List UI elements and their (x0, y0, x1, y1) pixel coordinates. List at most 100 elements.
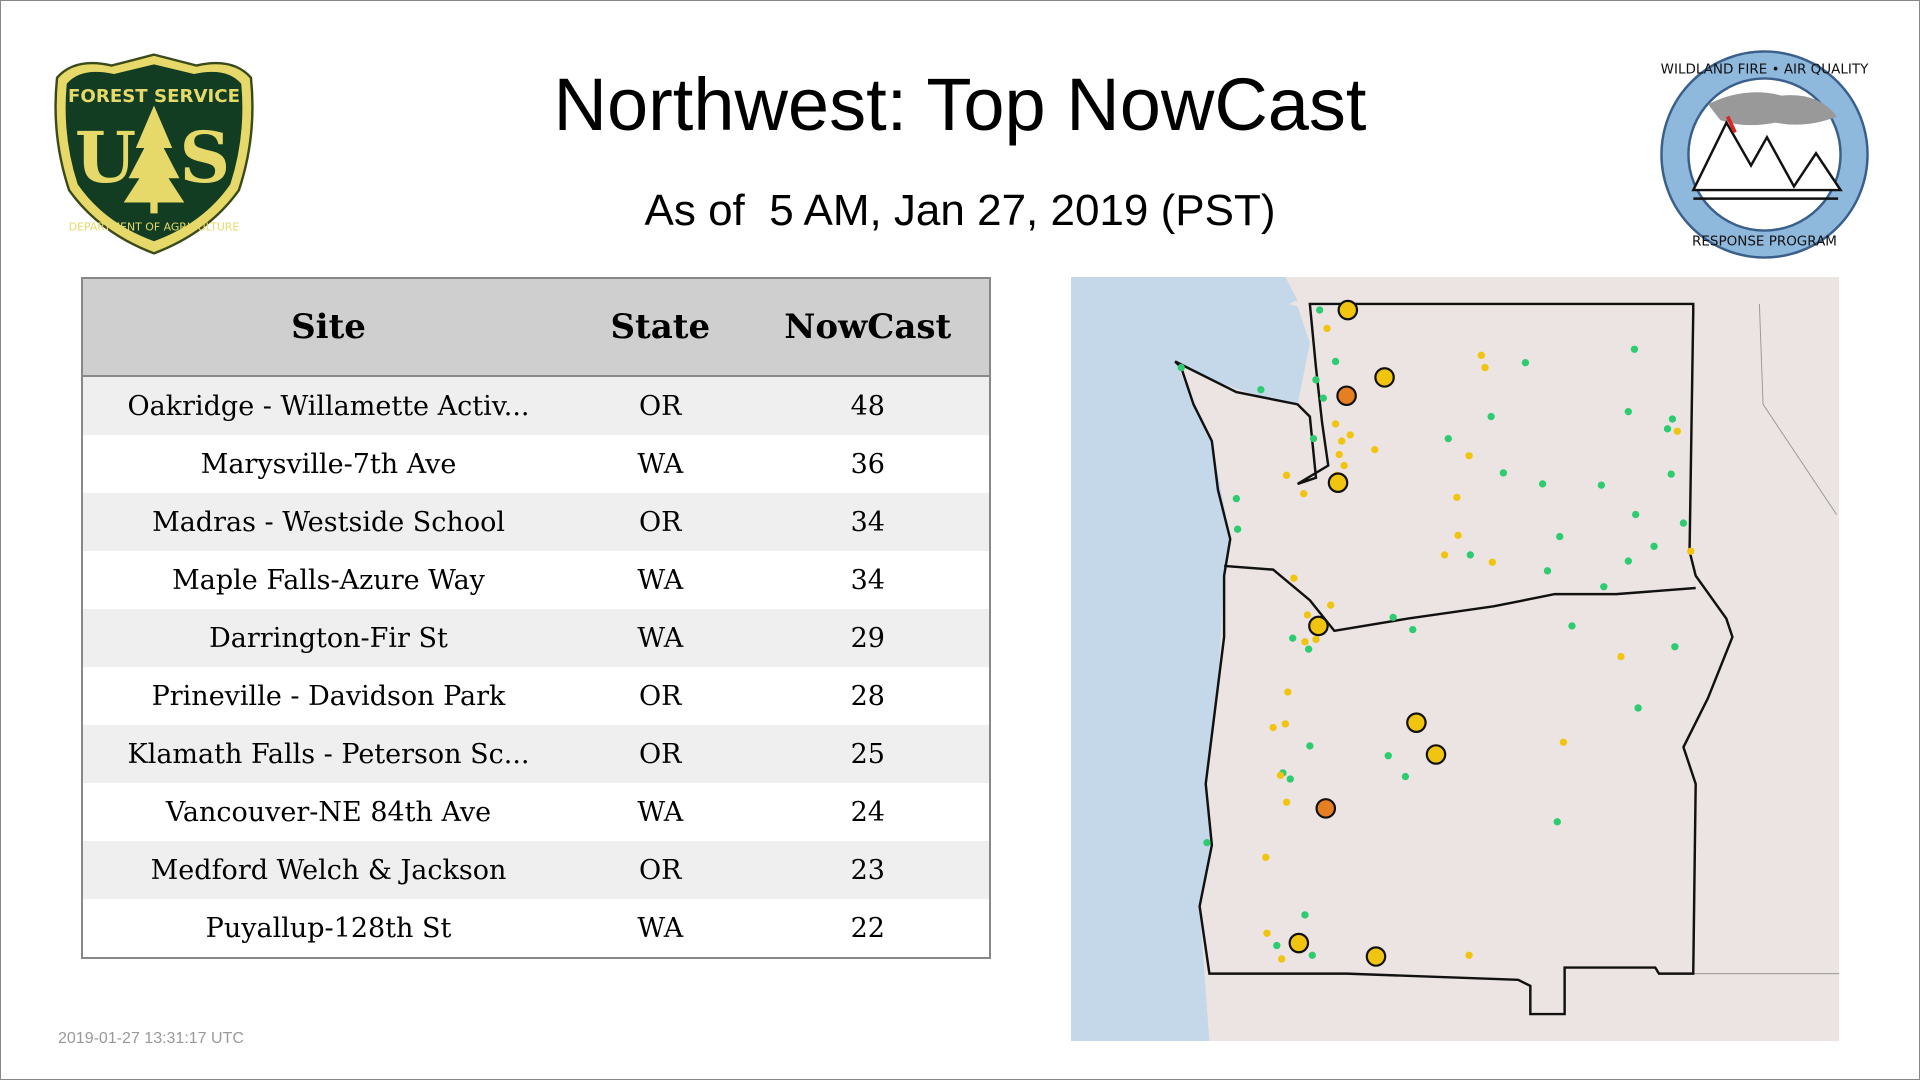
monitor-marker-moderate[interactable] (1278, 955, 1286, 963)
monitor-marker-good[interactable] (1286, 775, 1294, 783)
top-site-marker-moderate[interactable] (1308, 615, 1329, 637)
monitor-marker-good[interactable] (1487, 412, 1495, 421)
monitor-marker-moderate[interactable] (1338, 437, 1346, 445)
cell-site: Klamath Falls - Peterson Sc... (82, 725, 575, 783)
monitor-marker-moderate[interactable] (1327, 601, 1335, 609)
monitor-marker-good[interactable] (1663, 425, 1672, 433)
page-subtitle: As of 5 AM, Jan 27, 2019 (PST) (644, 186, 1276, 235)
top-site-marker-moderate[interactable] (1374, 367, 1395, 388)
monitor-marker-moderate[interactable] (1617, 652, 1625, 661)
monitor-marker-good[interactable] (1315, 306, 1324, 314)
table-row: Prineville - Davidson Park OR 28 (82, 667, 990, 725)
top-site-marker-moderate[interactable] (1327, 472, 1349, 493)
monitor-marker-good[interactable] (1634, 704, 1642, 712)
monitor-marker-good[interactable] (1600, 583, 1608, 591)
monitor-marker-good[interactable] (1289, 634, 1297, 642)
monitor-marker-moderate[interactable] (1453, 493, 1461, 502)
monitor-marker-moderate[interactable] (1687, 547, 1695, 555)
monitor-marker-moderate[interactable] (1465, 452, 1473, 460)
monitor-marker-good[interactable] (1671, 643, 1679, 651)
monitor-marker-good[interactable] (1409, 625, 1417, 634)
monitor-marker-moderate[interactable] (1262, 853, 1270, 862)
monitor-marker-good[interactable] (1319, 394, 1327, 402)
monitor-marker-good[interactable] (1389, 613, 1397, 622)
monitor-marker-good[interactable] (1597, 481, 1606, 489)
monitor-marker-moderate[interactable] (1488, 558, 1497, 566)
monitor-marker-moderate[interactable] (1673, 427, 1681, 435)
monitor-marker-moderate[interactable] (1276, 771, 1285, 779)
top-site-marker-moderate[interactable] (1425, 744, 1447, 765)
monitor-marker-good[interactable] (1203, 838, 1211, 847)
monitor-marker-moderate[interactable] (1346, 431, 1354, 439)
monitor-marker-moderate[interactable] (1290, 574, 1298, 582)
monitor-marker-good[interactable] (1466, 551, 1474, 559)
cell-nowcast: 25 (746, 725, 990, 783)
monitor-marker-good[interactable] (1668, 415, 1677, 423)
monitor-marker-good[interactable] (1499, 469, 1508, 477)
top-site-marker-moderate[interactable] (1365, 946, 1387, 967)
monitor-marker-moderate[interactable] (1312, 635, 1320, 644)
monitor-marker-good[interactable] (1630, 345, 1639, 353)
page-title: Northwest: Top NowCast (553, 63, 1367, 146)
monitor-marker-good[interactable] (1631, 510, 1640, 519)
top-site-marker-usg[interactable] (1315, 798, 1337, 819)
monitor-marker-good[interactable] (1679, 519, 1688, 527)
monitor-marker-moderate[interactable] (1281, 720, 1290, 728)
monitor-marker-moderate[interactable] (1440, 551, 1449, 559)
monitor-marker-good[interactable] (1556, 532, 1564, 541)
monitor-marker-moderate[interactable] (1477, 351, 1486, 360)
top-site-marker-usg[interactable] (1336, 385, 1357, 407)
monitor-marker-moderate[interactable] (1301, 638, 1309, 646)
cell-state: OR (574, 376, 747, 435)
monitor-marker-moderate[interactable] (1269, 723, 1277, 732)
monitor-marker-good[interactable] (1667, 470, 1675, 478)
monitor-marker-good[interactable] (1538, 480, 1547, 488)
monitor-marker-good[interactable] (1306, 742, 1314, 750)
monitor-marker-moderate[interactable] (1323, 324, 1331, 333)
monitor-marker-moderate[interactable] (1559, 738, 1568, 746)
monitor-marker-good[interactable] (1568, 622, 1576, 630)
top-site-marker-moderate[interactable] (1337, 299, 1359, 321)
monitor-marker-good[interactable] (1304, 645, 1313, 653)
state-border-id-east (1758, 303, 1837, 515)
monitor-marker-good[interactable] (1301, 911, 1309, 919)
monitor-marker-good[interactable] (1553, 818, 1561, 826)
monitor-marker-good[interactable] (1384, 752, 1392, 760)
monitor-marker-moderate[interactable] (1284, 688, 1292, 696)
monitor-marker-good[interactable] (1308, 951, 1316, 959)
monitor-marker-moderate[interactable] (1481, 363, 1489, 372)
monitor-marker-moderate[interactable] (1282, 798, 1291, 806)
monitor-marker-moderate[interactable] (1335, 450, 1343, 459)
monitor-marker-good[interactable] (1177, 363, 1185, 372)
monitor-marker-good[interactable] (1444, 434, 1452, 443)
monitor-marker-moderate[interactable] (1263, 929, 1271, 937)
monitor-marker-moderate[interactable] (1331, 420, 1340, 428)
monitor-marker-moderate[interactable] (1465, 951, 1473, 959)
monitor-marker-good[interactable] (1624, 408, 1632, 416)
monitor-marker-good[interactable] (1312, 376, 1320, 384)
monitor-marker-good[interactable] (1233, 525, 1242, 533)
monitor-marker-good[interactable] (1521, 359, 1530, 367)
monitor-marker-moderate[interactable] (1340, 461, 1348, 470)
monitor-marker-moderate[interactable] (1303, 611, 1312, 619)
map-strait (1101, 277, 1298, 323)
monitor-marker-good[interactable] (1273, 941, 1281, 950)
monitor-marker-good[interactable] (1401, 772, 1410, 781)
monitor-marker-moderate[interactable] (1454, 531, 1462, 540)
monitor-marker-good[interactable] (1624, 557, 1632, 565)
monitor-marker-moderate[interactable] (1300, 490, 1308, 498)
monitor-marker-good[interactable] (1650, 542, 1658, 551)
top-site-marker-moderate[interactable] (1288, 932, 1310, 954)
cell-state: WA (637, 912, 684, 944)
monitor-marker-good[interactable] (1331, 357, 1340, 366)
monitor-marker-good[interactable] (1543, 567, 1552, 575)
cell-site: Medford Welch & Jackson (82, 841, 575, 899)
top-site-marker-moderate[interactable] (1406, 712, 1427, 733)
monitor-marker-good[interactable] (1257, 385, 1265, 394)
cell-state: OR (574, 725, 747, 783)
monitor-marker-moderate[interactable] (1371, 445, 1379, 454)
monitor-marker-good[interactable] (1309, 434, 1318, 443)
table-row: Marysville-7th Ave WA 36 (82, 435, 990, 493)
monitor-marker-moderate[interactable] (1282, 471, 1291, 480)
monitor-marker-good[interactable] (1232, 494, 1241, 503)
